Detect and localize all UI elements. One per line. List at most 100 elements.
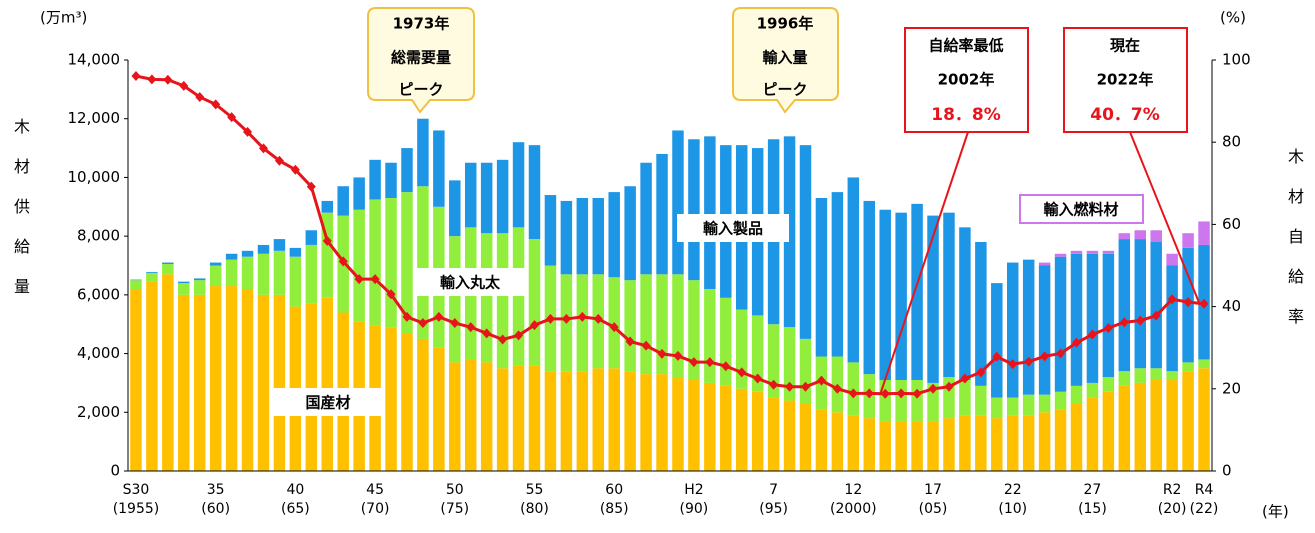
series-label-box <box>414 268 526 296</box>
bar-segment <box>735 388 748 471</box>
bar-segment <box>704 288 716 383</box>
bar-segment <box>544 195 557 266</box>
bar-segment <box>815 409 828 471</box>
bar-segment <box>464 162 477 228</box>
annotation: 1996年 <box>757 15 814 33</box>
bar-segment <box>401 148 413 193</box>
bar-segment <box>1086 253 1099 383</box>
bar-segment <box>640 162 652 275</box>
x-tick-label: (15) <box>1078 501 1107 517</box>
rate-marker <box>689 357 699 368</box>
x-tick-label: (70) <box>361 501 390 517</box>
bar-segment <box>879 421 891 471</box>
bar-segment <box>1134 382 1147 471</box>
x-unit: (年) <box>1262 503 1289 521</box>
bar-segment <box>672 130 684 275</box>
bar-segment <box>209 286 222 471</box>
y-tick-label: 2,000 <box>77 403 120 421</box>
bar-segment <box>847 177 860 363</box>
bar-segment <box>178 294 190 471</box>
rate-marker <box>657 348 667 359</box>
rate-marker <box>832 383 842 394</box>
bar-segment <box>1198 368 1210 471</box>
y-unit: (万m³) <box>40 9 87 27</box>
bar-segment <box>1118 239 1131 372</box>
bar-segment <box>895 212 907 380</box>
bar-segment <box>959 227 971 380</box>
callout-box <box>1063 27 1188 133</box>
x-tick-label: (1955) <box>113 501 160 517</box>
bar-segment <box>576 197 589 275</box>
rate-marker <box>179 80 189 91</box>
rate-marker <box>864 388 874 399</box>
x-tick-label: (05) <box>919 501 948 517</box>
bar-segment <box>449 180 461 237</box>
bar-segment <box>943 377 955 419</box>
bar-segment <box>831 412 844 471</box>
annotation: 総需要量 <box>391 49 451 67</box>
y2-tick-label: 40 <box>1222 297 1241 315</box>
rate-marker <box>1056 348 1066 359</box>
x-tick-label: R4 <box>1195 482 1214 498</box>
bar-segment <box>751 315 764 392</box>
annotation: 18．8% <box>931 105 1001 125</box>
rate-marker <box>370 274 380 285</box>
bar-segment <box>321 297 334 471</box>
rate-marker <box>290 164 300 175</box>
bar-segment <box>1166 371 1178 380</box>
bar-segment <box>927 421 939 471</box>
rate-marker <box>482 328 492 339</box>
bar-segment <box>1038 412 1051 471</box>
bar-segment <box>688 280 700 380</box>
bar-segment <box>464 359 477 471</box>
bar-segment <box>911 421 923 471</box>
bar-segment <box>480 362 493 471</box>
rate-marker <box>769 379 779 390</box>
bar-segment <box>433 130 445 207</box>
bar-segment <box>959 415 971 471</box>
bar-segment <box>608 368 620 471</box>
rate-marker <box>577 311 587 322</box>
bar-segment <box>576 274 589 372</box>
bar-segment <box>640 274 652 375</box>
bar-segment <box>1070 250 1083 254</box>
rate-marker <box>434 311 444 322</box>
x-tick-label: R2 <box>1163 482 1182 498</box>
bar-segment <box>1086 382 1099 398</box>
bar-segment <box>146 271 158 273</box>
bar-segment <box>943 418 955 471</box>
bar-segment <box>130 280 142 289</box>
bar-segment <box>241 250 254 257</box>
bar-segment <box>1022 394 1035 416</box>
y2-tick-label: 20 <box>1222 379 1241 397</box>
bar-segment <box>193 280 206 295</box>
bar-segment <box>193 278 206 281</box>
bar-segment <box>783 327 796 401</box>
x-tick-label: (75) <box>440 501 469 517</box>
bar-segment <box>1038 394 1051 413</box>
bar-segment <box>815 197 828 357</box>
bar-segment <box>480 233 493 363</box>
rate-marker <box>737 367 747 378</box>
bar-segment <box>1102 253 1115 378</box>
bar-segment <box>178 283 190 295</box>
rate-marker <box>243 126 253 137</box>
bar-segment <box>592 368 605 471</box>
bar-segment <box>991 418 1003 471</box>
rate-marker <box>1167 294 1177 305</box>
bar-segment <box>1054 391 1067 410</box>
bar-segment <box>528 365 541 471</box>
rate-marker <box>338 256 348 267</box>
bar-segment <box>1070 385 1083 404</box>
bar-segment <box>417 118 429 187</box>
y-tick-label: 12,000 <box>68 109 121 127</box>
x-tick-label: 35 <box>207 482 225 498</box>
y2-tick-label: 0 <box>1222 462 1232 480</box>
bar-segment <box>225 253 238 260</box>
bar-segment <box>592 197 605 275</box>
bar-segment <box>1134 239 1147 369</box>
x-tick-label: (10) <box>998 501 1027 517</box>
bar-segment <box>1118 371 1131 386</box>
rate-marker <box>1040 351 1050 362</box>
rate-marker <box>147 74 157 85</box>
